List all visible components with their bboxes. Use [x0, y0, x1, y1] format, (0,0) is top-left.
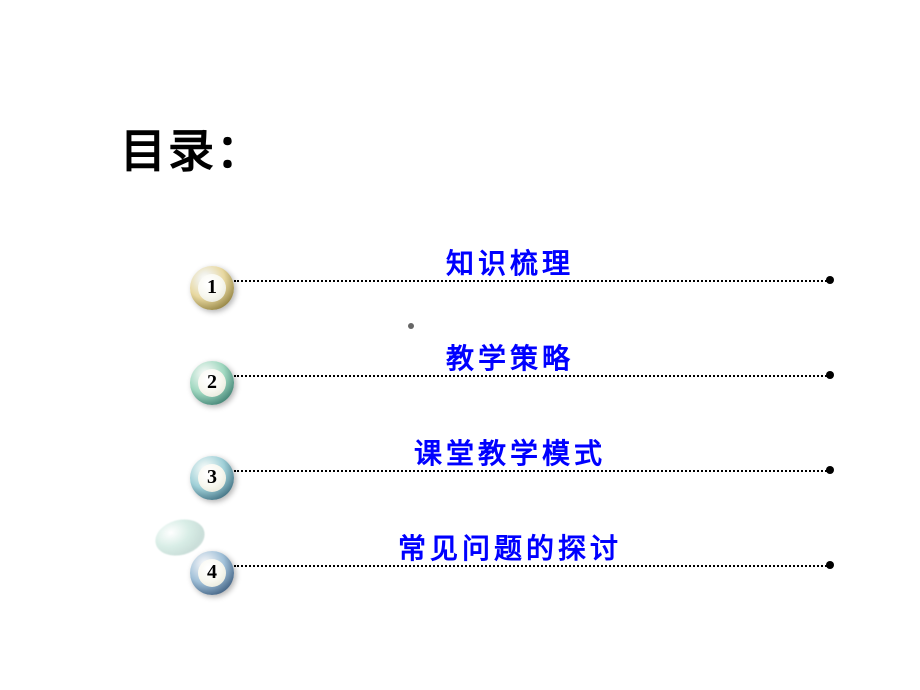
dotted-line-1	[234, 280, 830, 282]
dot-end-2	[826, 371, 834, 379]
item-label-3: 课堂教学模式	[190, 432, 830, 472]
dot-end-4	[826, 561, 834, 569]
item-label-2: 教学策略	[190, 337, 830, 377]
item-label-4: 常见问题的探讨	[190, 527, 830, 567]
dot-end-1	[826, 276, 834, 284]
toc-item-3: 3 课堂教学模式	[190, 430, 830, 525]
toc-container: 1 知识梳理 2 教学策略 3 课堂教学模式 4	[190, 240, 830, 620]
toc-item-2: 2 教学策略	[190, 335, 830, 430]
dotted-line-4	[234, 565, 830, 567]
dot-end-3	[826, 466, 834, 474]
toc-item-4: 4 常见问题的探讨	[190, 525, 830, 620]
page-title: 目录：	[120, 115, 264, 181]
item-label-1: 知识梳理	[190, 242, 830, 282]
toc-item-1: 1 知识梳理	[190, 240, 830, 335]
dotted-line-2	[234, 375, 830, 377]
dotted-line-3	[234, 470, 830, 472]
